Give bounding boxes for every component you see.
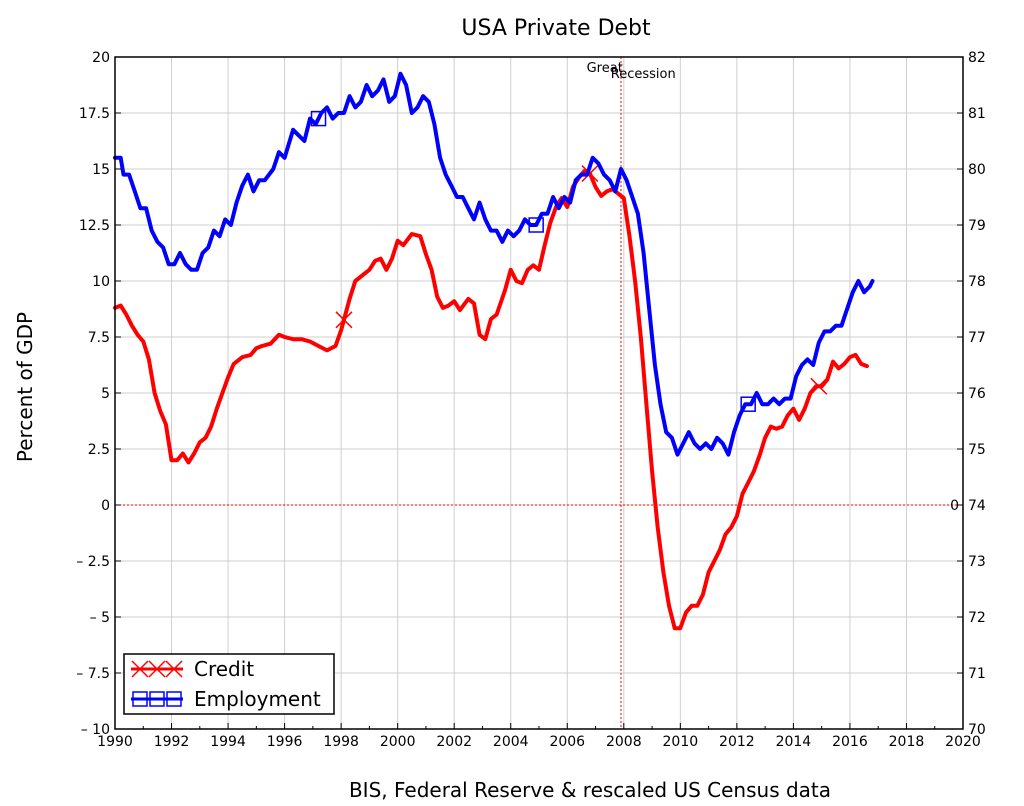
zero-line-label: 0: [950, 498, 959, 514]
x-tick-label: 1990: [97, 734, 133, 750]
legend: Credit Employment: [123, 653, 335, 715]
y-tick-label: 15: [92, 162, 110, 178]
x-tick-label: 1994: [210, 734, 246, 750]
legend-item-employment: Employment: [131, 687, 321, 711]
x-tick-label: 2008: [606, 734, 642, 750]
x-tick-label: 2006: [549, 734, 585, 750]
series-layer: [113, 71, 875, 631]
y2-tick-label: 77: [968, 330, 986, 346]
legend-item-credit: Credit: [131, 657, 254, 681]
y2-tick-label: 78: [968, 274, 986, 290]
annotation-great: Great: [587, 61, 623, 76]
legend-box: [123, 653, 335, 715]
chart-title: USA Private Debt: [461, 16, 651, 41]
x-tick-label: 2002: [436, 734, 472, 750]
y-tick-label: – 10: [81, 722, 110, 738]
y2-tick-label: 71: [968, 666, 986, 682]
legend-label: Credit: [194, 657, 254, 681]
legend-swatch-marker: [131, 660, 149, 678]
y-tick-label: – 5: [90, 610, 110, 626]
y2-tick-label: 79: [968, 218, 986, 234]
y-tick-label: – 2.5: [76, 554, 110, 570]
x-tick-label: 2010: [663, 734, 699, 750]
y-axis-label: Percent of GDP: [13, 312, 37, 462]
x-tick-label: 2020: [945, 734, 981, 750]
y-tick-label: 0: [101, 498, 110, 514]
y2-tick-label: 76: [968, 386, 986, 402]
y-tick-label: 12.5: [79, 218, 110, 234]
x-tick-label: 2016: [832, 734, 868, 750]
right-axis-ticks: 82 81 80 79 78 77 76 75 74 73 72 71 70: [957, 50, 986, 738]
x-tick-label: 1996: [267, 734, 303, 750]
x-tick-label: 2012: [719, 734, 755, 750]
x-axis-label: BIS, Federal Reserve & rescaled US Censu…: [349, 778, 831, 802]
left-axis-ticks: 20 17.5 15 12.5 10 7.5 5 2.5 0 – 2.5 – 5 – 7.5 – 10: [76, 50, 121, 738]
legend-label: Employment: [194, 687, 321, 711]
y2-tick-label: 74: [968, 498, 986, 514]
x-tick-label: 2018: [889, 734, 925, 750]
y-tick-label: 5: [101, 386, 110, 402]
y-tick-label: 2.5: [88, 442, 110, 458]
legend-swatch-marker: [166, 691, 182, 707]
y2-tick-label: 73: [968, 554, 986, 570]
y2-tick-label: 75: [968, 442, 986, 458]
x-tick-label: 2014: [776, 734, 812, 750]
y-tick-label: 20: [92, 50, 110, 66]
series-marker-employment: [528, 217, 544, 233]
y2-tick-label: 82: [968, 50, 986, 66]
y-tick-label: 17.5: [79, 106, 110, 122]
x-tick-label: 1998: [323, 734, 359, 750]
annotation-recession: Recession: [611, 67, 676, 82]
y-tick-label: – 7.5: [76, 666, 110, 682]
series-marker-employment: [740, 396, 756, 412]
x-tick-label: 1992: [154, 734, 190, 750]
x-axis-ticks: 1990 1992 1994 1996 1998 2000 2002 2004 2006 2008…: [97, 723, 981, 750]
legend-items: Credit Employment: [131, 657, 321, 711]
series-marker-credit: [335, 311, 353, 329]
series-marker-credit: [581, 164, 599, 183]
y2-tick-label: 81: [968, 106, 986, 122]
series-marker-credit: [810, 377, 828, 395]
legend-swatch-marker: [149, 691, 165, 707]
y2-tick-label: 72: [968, 610, 986, 626]
y2-tick-label: 80: [968, 162, 986, 178]
series-line-employment: [113, 71, 875, 457]
series-marker-employment: [310, 110, 327, 127]
x-tick-label: 2000: [380, 734, 416, 750]
legend-swatch-marker: [165, 660, 183, 678]
legend-swatch-marker: [148, 660, 166, 678]
x-tick-label: 2004: [493, 734, 529, 750]
y-tick-label: 7.5: [88, 330, 110, 346]
y-tick-label: 10: [92, 274, 110, 290]
y2-tick-label: 70: [968, 722, 986, 738]
grid: [114, 56, 964, 730]
series-line-credit: [113, 169, 869, 631]
legend-swatch-marker: [132, 691, 148, 707]
